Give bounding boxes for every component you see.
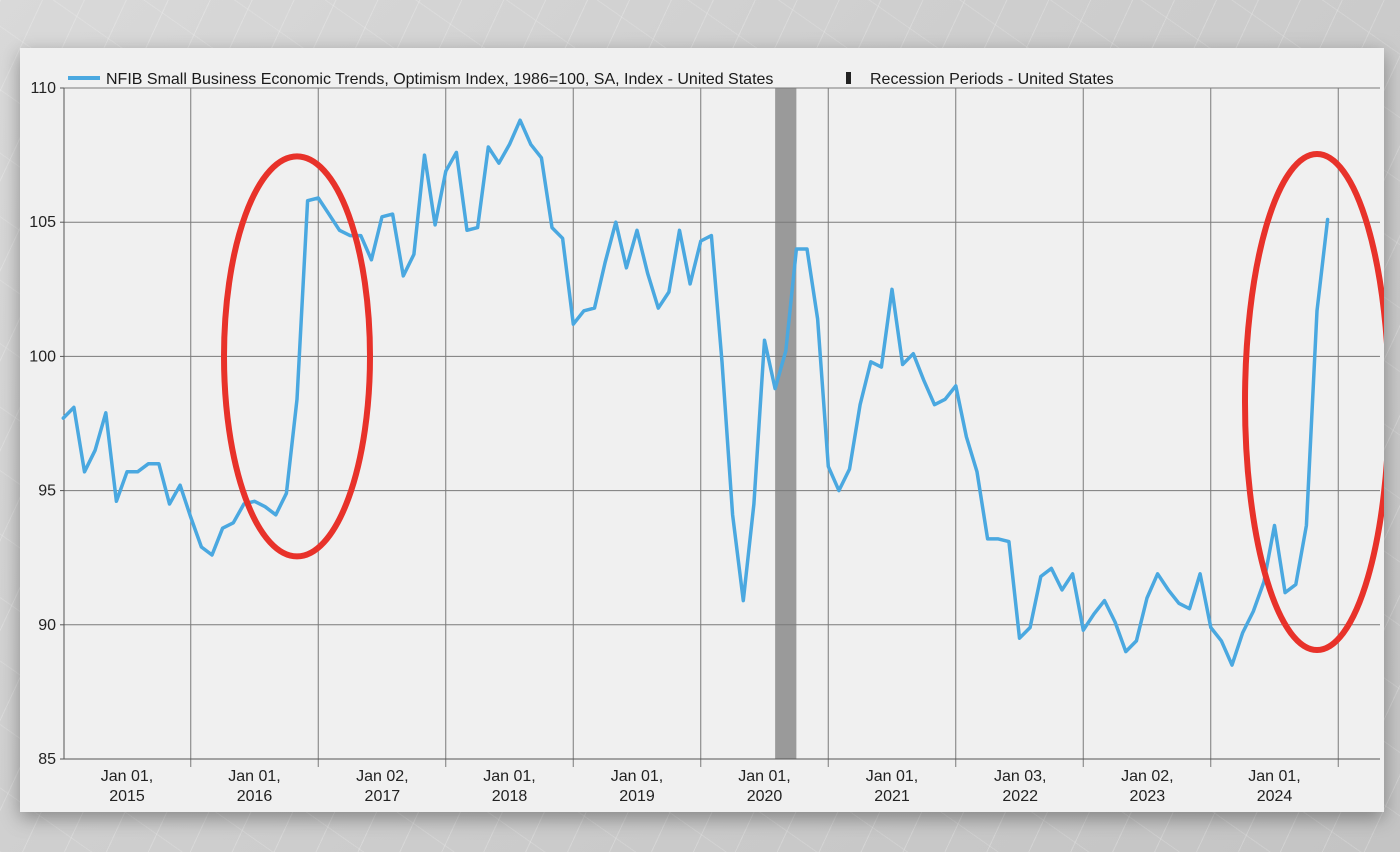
annotation-layer: [221, 151, 1384, 653]
x-tick-label: Jan 01, 2018: [483, 768, 535, 805]
grid-layer: [63, 87, 1380, 767]
x-tick-label: Jan 02, 2023: [1121, 768, 1173, 805]
recession-layer: [775, 88, 797, 759]
chart-panel: 85 90 95 100 105 110 Jan 01, 2015 Jan 01, 2016 Ja…: [20, 48, 1384, 812]
y-tick-label: 95: [38, 483, 56, 500]
x-tick-label: Jan 01, 2020: [738, 768, 790, 805]
x-tick-label: Jan 01, 2021: [866, 768, 918, 805]
x-axis: Jan 01, 2015 Jan 01, 2016 Jan 02, 2017 Jan 01,…: [101, 768, 1301, 805]
y-tick-label: 105: [29, 214, 56, 231]
series-line-optimism-index: [61, 118, 1330, 667]
x-tick-label: Jan 01, 2016: [228, 768, 280, 805]
y-axis: 85 90 95 100 105 110: [29, 80, 64, 768]
series-layer: [61, 118, 1330, 667]
x-tick-label: Jan 01, 2024: [1248, 768, 1300, 805]
y-tick-label: 110: [30, 80, 56, 97]
recession-band: [775, 88, 797, 759]
x-tick-label: Jan 01, 2015: [101, 768, 153, 805]
annotation-ellipse: [1242, 151, 1384, 653]
legend-label-recession: Recession Periods - United States: [870, 71, 1114, 88]
y-tick-label: 85: [38, 751, 56, 768]
legend-bar-swatch: [846, 72, 851, 84]
annotation-ellipse: [221, 153, 373, 560]
legend: NFIB Small Business Economic Trends, Opt…: [68, 71, 1114, 88]
x-tick-label: Jan 01, 2019: [611, 768, 663, 805]
y-tick-label: 90: [38, 617, 56, 634]
x-tick-label: Jan 03, 2022: [994, 768, 1046, 805]
legend-label-series: NFIB Small Business Economic Trends, Opt…: [106, 71, 773, 88]
x-tick-label: Jan 02, 2017: [356, 768, 408, 805]
y-tick-label: 100: [29, 348, 56, 365]
